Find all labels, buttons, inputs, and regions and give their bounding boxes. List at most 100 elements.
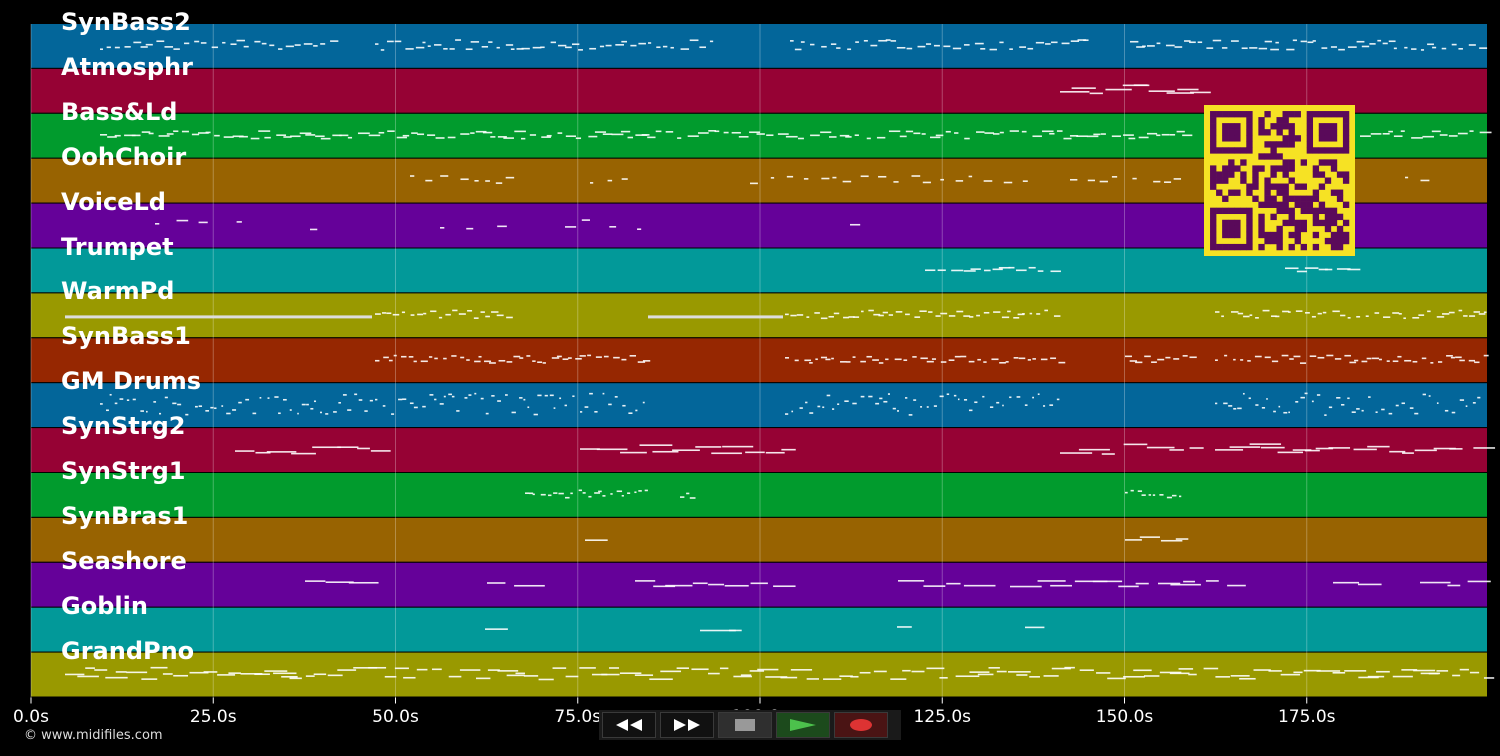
midi-note <box>873 670 887 673</box>
midi-note <box>610 493 613 495</box>
midi-note <box>1483 311 1487 314</box>
midi-note <box>1215 449 1244 451</box>
track-band <box>31 293 1487 338</box>
midi-note <box>920 357 928 360</box>
midi-note <box>115 671 127 673</box>
midi-note <box>264 136 271 139</box>
midi-note <box>1237 312 1244 315</box>
midi-note <box>1032 135 1042 138</box>
rewind-button[interactable] <box>602 712 656 738</box>
midi-note <box>711 452 742 455</box>
midi-note <box>1467 580 1491 583</box>
midi-note <box>1431 130 1441 133</box>
midi-note <box>854 134 859 137</box>
stop-button[interactable] <box>718 712 772 738</box>
midi-note <box>708 583 725 586</box>
midi-note <box>1393 47 1397 50</box>
midi-note <box>890 40 897 42</box>
midi-note <box>579 355 586 357</box>
midi-note <box>963 584 996 587</box>
midi-note <box>672 449 700 452</box>
midi-note <box>470 41 480 43</box>
midi-note <box>497 136 507 138</box>
midi-note <box>777 133 789 135</box>
midi-note <box>855 41 859 43</box>
record-button[interactable] <box>834 712 888 738</box>
midi-note <box>417 313 424 316</box>
midi-note <box>1206 47 1214 49</box>
midi-note <box>369 399 373 402</box>
midi-note <box>893 181 899 183</box>
midi-note <box>1458 48 1463 50</box>
midi-note <box>565 135 576 138</box>
midi-note <box>1143 675 1160 677</box>
play-button[interactable] <box>776 712 830 738</box>
fast-forward-button[interactable] <box>660 712 714 738</box>
midi-note <box>954 132 959 134</box>
midi-note <box>1270 48 1279 51</box>
midi-note <box>485 412 489 415</box>
midi-note <box>935 315 941 317</box>
midi-note <box>1182 134 1193 137</box>
midi-note <box>1368 396 1371 398</box>
midi-note <box>1404 359 1412 362</box>
midi-note <box>1377 39 1382 42</box>
midi-note <box>353 667 378 669</box>
midi-note <box>515 672 525 675</box>
midi-note <box>572 43 580 46</box>
midi-note <box>375 398 378 401</box>
midi-note <box>798 137 804 140</box>
midi-note <box>417 133 425 136</box>
midi-note <box>1215 311 1220 313</box>
midi-note <box>505 176 515 179</box>
midi-note <box>164 46 174 48</box>
midi-note <box>388 359 393 362</box>
midi-note <box>1022 180 1028 182</box>
midi-note <box>621 494 624 497</box>
midi-note <box>878 39 888 42</box>
midi-note <box>1463 315 1468 317</box>
midi-note <box>1169 133 1176 136</box>
midi-note <box>1123 443 1148 446</box>
midi-note <box>529 134 537 136</box>
midi-note <box>189 671 209 674</box>
midi-note <box>903 359 908 362</box>
midi-note <box>1449 448 1463 450</box>
midi-note <box>621 358 627 361</box>
midi-note <box>325 413 329 415</box>
midi-note <box>1468 359 1476 362</box>
track-label: Seashore <box>61 546 187 575</box>
midi-note <box>1411 137 1423 139</box>
midi-note <box>558 44 567 47</box>
midi-note <box>496 314 504 317</box>
midi-note <box>320 137 331 140</box>
midi-note <box>289 409 292 411</box>
midi-note <box>506 361 513 363</box>
midi-note <box>1366 357 1372 360</box>
midi-note <box>1247 360 1251 362</box>
midi-note <box>1176 130 1185 133</box>
midi-note <box>523 398 526 401</box>
midi-note <box>1045 43 1051 45</box>
midi-note <box>267 397 270 399</box>
midi-note <box>1007 310 1011 313</box>
midi-note <box>596 448 628 451</box>
midi-note <box>780 676 798 679</box>
midi-note <box>510 48 515 50</box>
midi-note <box>719 667 729 670</box>
midi-note <box>677 137 682 139</box>
midi-note <box>565 675 579 678</box>
midi-note <box>1003 181 1013 184</box>
time-tick-label: 175.0s <box>1277 707 1336 727</box>
midi-note <box>391 413 395 415</box>
midi-note <box>1129 360 1138 362</box>
midi-note <box>1436 402 1439 404</box>
midi-note <box>996 401 1000 404</box>
midi-note <box>1286 48 1295 51</box>
midi-note <box>1273 410 1276 413</box>
midi-note <box>232 135 244 138</box>
midi-note <box>603 355 609 358</box>
midi-note <box>109 393 112 396</box>
midi-note <box>578 489 582 492</box>
midi-note <box>1473 311 1480 313</box>
